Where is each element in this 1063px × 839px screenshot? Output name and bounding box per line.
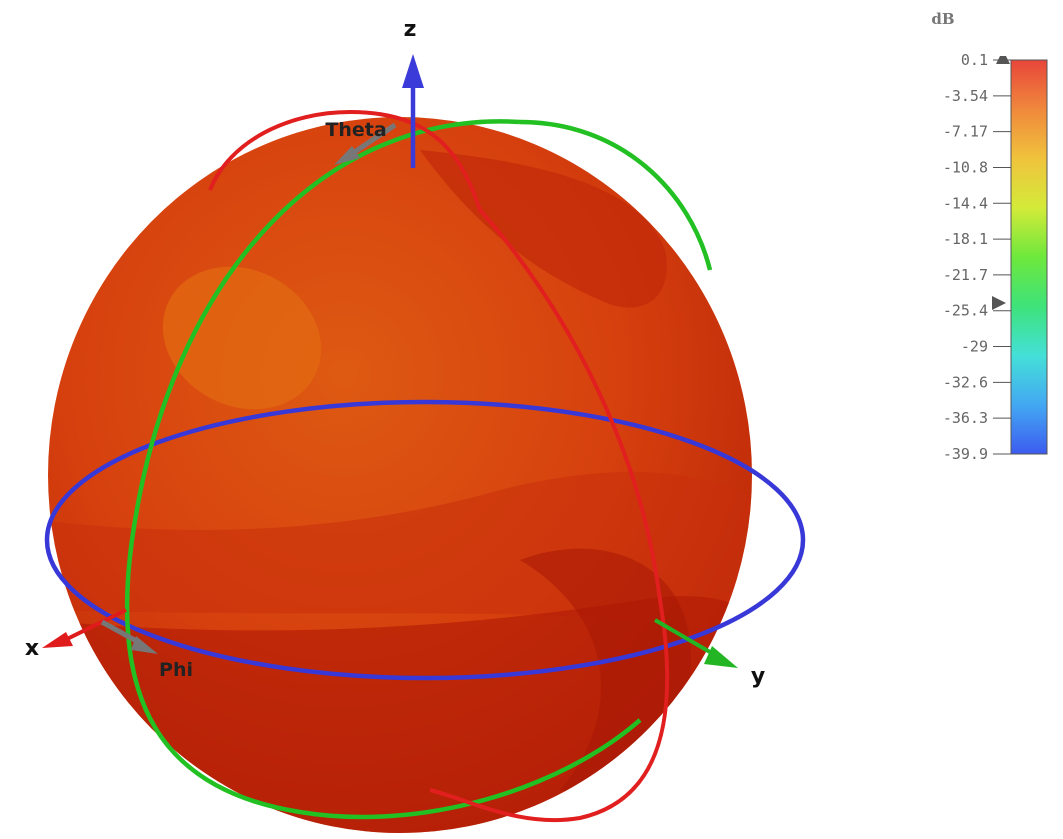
y-axis-label: y	[751, 664, 765, 689]
colorbar-tick-label: -25.4	[943, 302, 988, 320]
colorbar-tick-label: -39.9	[943, 445, 988, 463]
colorbar-tick-label: -36.3	[943, 409, 988, 427]
phi-indicator: Phi	[100, 619, 193, 681]
colorbar: dB 0.1 -3.54 -7.17 -10.8 -14.4 -18.1 -21.7 -25.…	[931, 10, 1048, 463]
y-axis: y	[653, 618, 765, 689]
phi-ring	[44, 399, 806, 681]
colorbar-tick-label: -10.8	[943, 158, 988, 176]
theta-ring	[208, 109, 670, 823]
colorbar-tick-label: -29	[961, 338, 988, 356]
colorbar-unit: dB	[931, 10, 954, 28]
colorbar-max-handle[interactable]	[996, 56, 1010, 64]
colorbar-threshold-handle[interactable]	[992, 296, 1006, 310]
radiation-pattern-sphere	[48, 117, 752, 833]
colorbar-tick-label: -18.1	[943, 230, 988, 248]
elevation-ring	[124, 119, 713, 820]
x-axis-label: x	[25, 636, 39, 661]
shade-region-top	[420, 150, 667, 308]
z-axis-label: z	[404, 17, 417, 42]
theta-indicator: Theta	[325, 119, 397, 165]
x-axis: x	[25, 608, 127, 661]
colorbar-tick-label: -32.6	[943, 373, 988, 391]
colorbar-tick-label: -21.7	[943, 266, 988, 284]
colorbar-gradient	[1010, 59, 1048, 455]
colorbar-tick-label: -3.54	[943, 87, 988, 105]
theta-label: Theta	[325, 119, 386, 141]
colorbar-ticks: 0.1 -3.54 -7.17 -10.8 -14.4 -18.1 -21.7 -25.4 -2…	[943, 51, 1011, 463]
hotspot-region	[162, 266, 322, 410]
z-axis: z	[402, 17, 424, 168]
phi-label: Phi	[159, 659, 193, 681]
colorbar-tick-label: -7.17	[943, 123, 988, 141]
colorbar-tick-label: 0.1	[961, 51, 988, 69]
colorbar-tick-label: -14.4	[943, 194, 988, 212]
